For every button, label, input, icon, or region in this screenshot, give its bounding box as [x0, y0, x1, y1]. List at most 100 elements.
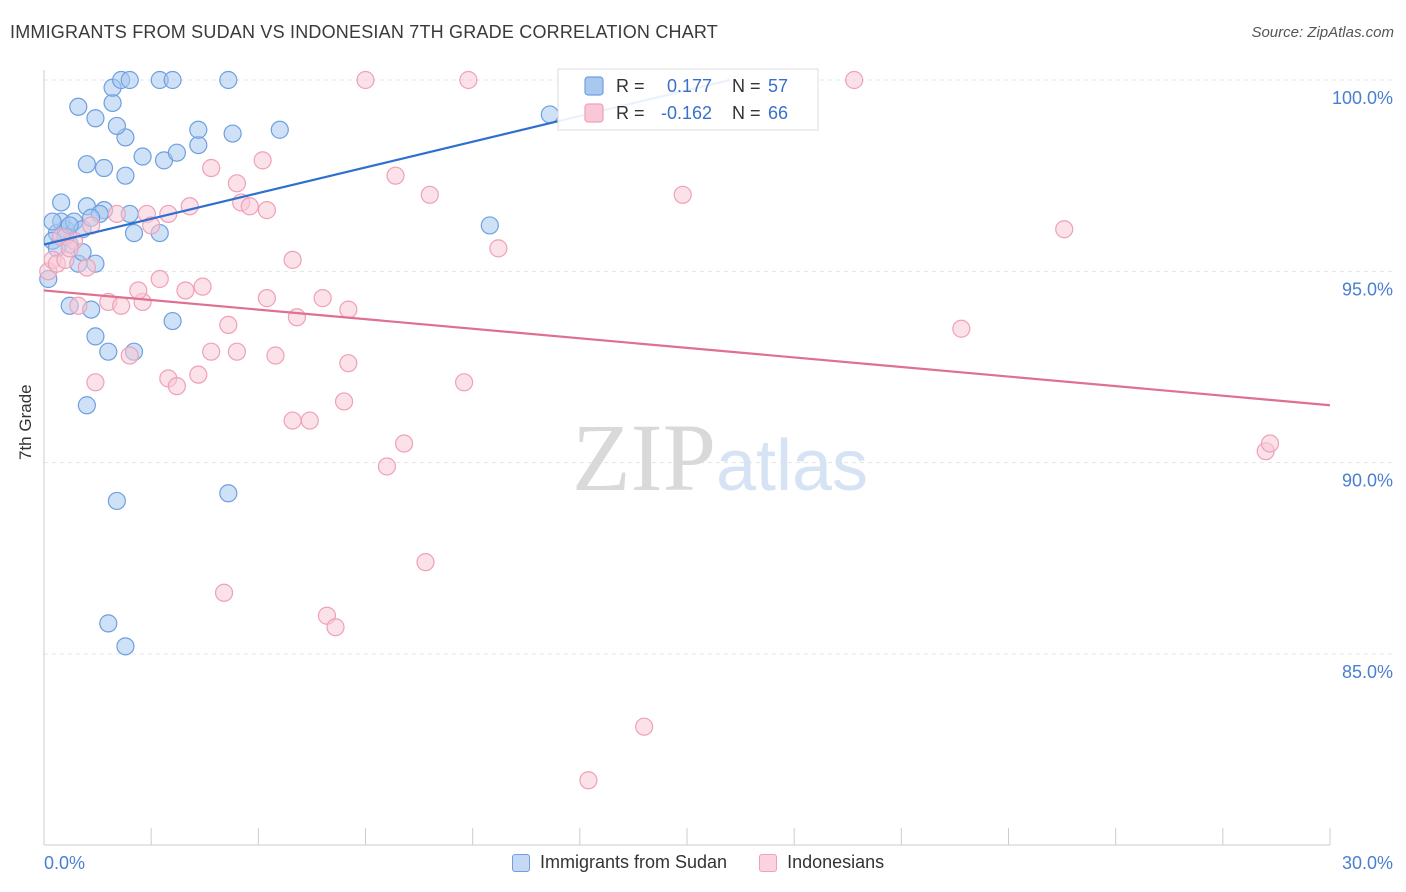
sudan-point [270, 120, 289, 139]
sudan-point [43, 212, 62, 231]
sudan-point [103, 93, 122, 113]
sudan-point [219, 70, 238, 90]
stats-n-label: N = [732, 103, 761, 123]
indonesian-point [416, 553, 435, 572]
indonesian-point [107, 204, 126, 224]
indonesian-point [60, 239, 79, 258]
indonesian-point [253, 151, 272, 170]
indonesian-point [579, 771, 598, 790]
stats-swatch-indonesians [584, 103, 604, 123]
legend-swatch-indonesians [759, 853, 778, 872]
sudan-point [69, 97, 88, 116]
sudan-point [133, 147, 152, 166]
indonesian-point [189, 365, 208, 384]
x-tick-labels: 0.0% 30.0% [44, 853, 1393, 873]
watermark-atlas: atlas [716, 426, 868, 506]
indonesian-point [219, 315, 238, 335]
indonesian-point [257, 289, 277, 308]
stats-n-label: N = [732, 76, 761, 96]
indonesian-point [86, 373, 105, 392]
sudan-point [77, 396, 96, 415]
sudan-point [77, 155, 96, 174]
indonesian-point [227, 342, 246, 361]
data-points [39, 70, 1280, 790]
indonesian-point [300, 411, 319, 430]
indonesian-point [313, 289, 332, 308]
watermark: ZIPatlas [572, 404, 868, 511]
stats-r-label: R = [616, 76, 645, 96]
stats-r-value: 0.177 [667, 76, 712, 96]
legend-label-indonesians: Indonesians [787, 852, 885, 872]
indonesian-point [240, 197, 259, 216]
indonesian-point [180, 197, 199, 216]
source-credit: Source: ZipAtlas.com [1251, 24, 1394, 41]
y-tick-label: 95.0% [1342, 279, 1393, 299]
indonesian-point [202, 342, 221, 361]
sudan-point [480, 216, 499, 235]
indonesian-point [150, 269, 169, 289]
indonesian-point [377, 457, 397, 476]
indonesian-point [257, 201, 277, 220]
sudan-point [163, 70, 182, 90]
indonesian-point [334, 392, 354, 411]
indonesian-point [227, 174, 246, 193]
x-tick-label-left: 0.0% [44, 853, 85, 873]
indonesian-point [129, 281, 148, 300]
stats-r-value: -0.162 [661, 103, 712, 123]
sudan-point [52, 193, 71, 212]
sudan-point [189, 135, 208, 155]
sudan-point [94, 158, 114, 178]
sudan-point [540, 105, 559, 124]
indonesian-point [454, 373, 474, 392]
stats-r-label: R = [616, 103, 645, 123]
sudan-point [116, 637, 135, 656]
indonesian-point [394, 434, 414, 453]
sudan-point [107, 116, 126, 136]
indonesian-point [339, 354, 358, 373]
sudan-point [219, 484, 238, 503]
indonesian-point [142, 216, 161, 235]
axes [43, 70, 1331, 846]
stats-n-value: 66 [768, 103, 788, 123]
indonesian-point [673, 185, 692, 204]
indonesian-point [386, 166, 405, 185]
sudan-point [124, 223, 144, 243]
indonesian-point [69, 296, 88, 315]
indonesian-trend-line [43, 289, 1331, 407]
indonesian-point [283, 250, 302, 269]
gridlines [44, 79, 1395, 655]
legend-item-indonesians: Indonesians [759, 852, 884, 873]
indonesian-point [167, 377, 186, 396]
indonesian-point [202, 158, 221, 178]
legend-swatch-sudan [512, 853, 530, 872]
legend-label-sudan: Immigrants from Sudan [540, 852, 728, 872]
indonesian-point [283, 411, 302, 430]
indonesian-point [420, 185, 439, 204]
sudan-point [223, 124, 242, 143]
sudan-point [163, 311, 182, 331]
indonesian-point [176, 281, 195, 300]
stats-legend: R = 0.177 N = 57 R = -0.162 N = 66 [557, 68, 819, 131]
legend-item-sudan: Immigrants from Sudan [512, 852, 727, 873]
indonesian-point [339, 300, 358, 319]
y-tick-label: 85.0% [1342, 662, 1393, 682]
indonesian-point [1055, 220, 1074, 239]
series-legend: Immigrants from Sudan Indonesians [512, 852, 916, 873]
sudan-point [167, 143, 186, 162]
indonesian-point [326, 618, 345, 637]
indonesian-point [489, 239, 508, 258]
x-tick-label-right: 30.0% [1342, 853, 1393, 873]
indonesian-point [1260, 434, 1280, 453]
sudan-point [86, 327, 105, 346]
indonesian-point [459, 70, 478, 90]
sudan-point [99, 342, 118, 361]
sudan-point [99, 614, 118, 633]
indonesian-point [193, 277, 212, 296]
stats-swatch-sudan [584, 76, 604, 96]
indonesian-point [635, 717, 654, 736]
indonesian-point [287, 308, 307, 327]
indonesian-point [952, 319, 971, 338]
sudan-point [116, 166, 135, 185]
y-tick-labels: 85.0% 90.0% 95.0% 100.0% [1332, 88, 1393, 682]
